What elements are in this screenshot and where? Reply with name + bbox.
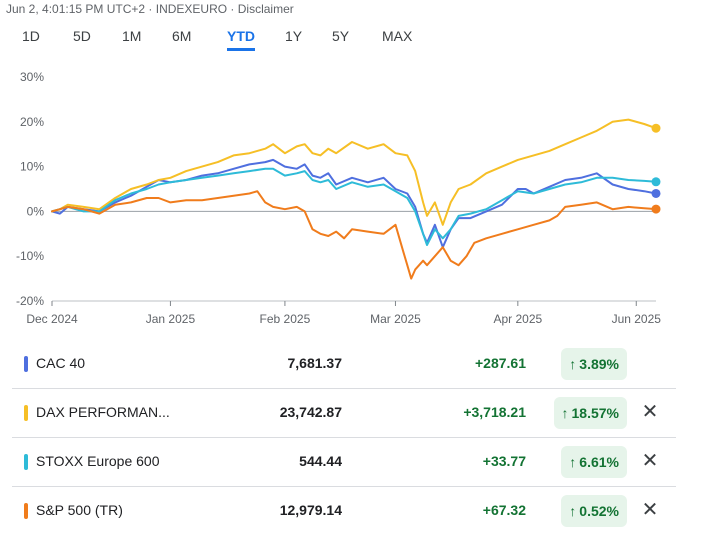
tab-max[interactable]: MAX: [382, 28, 413, 44]
y-tick-label: 20%: [20, 115, 44, 129]
tab-5y[interactable]: 5Y: [332, 28, 350, 44]
series-line: [51, 167, 657, 246]
series-color-swatch: [24, 356, 28, 372]
arrow-up-icon: ↑: [569, 503, 577, 519]
series-end-point: [651, 188, 661, 198]
quote-timestamp-disclaimer: Jun 2, 4:01:15 PM UTC+2 · INDEXEURO · Di…: [6, 2, 294, 16]
index-value: 544.44: [299, 453, 342, 469]
close-icon: ✕: [641, 401, 659, 423]
index-name: DAX PERFORMAN...: [36, 404, 170, 420]
series-end-point: [651, 123, 661, 133]
x-tick-label: Jun 2025: [612, 312, 662, 326]
percent-change-badge: ↑ 6.61%: [561, 446, 627, 478]
percent-change-value: 6.61%: [579, 454, 619, 470]
index-change: +67.32: [482, 502, 526, 518]
series-color-swatch: [24, 503, 28, 519]
remove-comparison-button[interactable]: ✕: [640, 499, 660, 521]
list-item-sp500tr[interactable]: S&P 500 (TR) 12,979.14 +67.32 ↑ 0.52% ✕: [12, 487, 676, 535]
x-tick-label: Dec 2024: [26, 312, 78, 326]
tab-6m[interactable]: 6M: [172, 28, 192, 44]
index-value: 12,979.14: [279, 502, 342, 518]
y-tick-label: 30%: [20, 70, 44, 84]
series-line: [51, 190, 657, 280]
index-change: +3,718.21: [463, 404, 526, 420]
percent-change-value: 18.57%: [571, 405, 619, 421]
tab-5d[interactable]: 5D: [73, 28, 91, 44]
series-end-point: [651, 204, 661, 214]
index-change: +287.61: [475, 355, 526, 371]
x-tick-label: Jan 2025: [146, 312, 196, 326]
index-change: +33.77: [482, 453, 526, 469]
tab-ytd[interactable]: YTD: [227, 28, 255, 51]
performance-chart[interactable]: 30% 20% 10% 0% -10% -20% Dec 2024 Jan 2025 Feb 2…: [0, 60, 701, 338]
arrow-up-icon: ↑: [569, 454, 577, 470]
tab-1m[interactable]: 1M: [122, 28, 142, 44]
index-value: 23,742.87: [279, 404, 342, 420]
percent-change-badge: ↑ 3.89%: [561, 348, 627, 380]
x-tick-label: Feb 2025: [260, 312, 311, 326]
series-color-swatch: [24, 405, 28, 421]
series-line: [51, 118, 657, 226]
arrow-up-icon: ↑: [569, 356, 577, 372]
percent-change-badge: ↑ 18.57%: [553, 397, 627, 429]
tab-1y[interactable]: 1Y: [285, 28, 303, 44]
range-tabs: 1D 5D 1M 6M YTD 1Y 5Y MAX: [0, 28, 701, 52]
percent-change-value: 3.89%: [579, 356, 619, 372]
y-tick-label: 0%: [27, 204, 45, 218]
close-icon: ✕: [641, 450, 659, 472]
remove-comparison-button[interactable]: ✕: [640, 401, 660, 423]
index-value: 7,681.37: [287, 355, 343, 371]
index-name: STOXX Europe 600: [36, 453, 160, 469]
close-icon: ✕: [641, 499, 659, 521]
x-tick-label: Mar 2025: [370, 312, 421, 326]
index-name: CAC 40: [36, 355, 86, 371]
percent-change-value: 0.52%: [579, 503, 619, 519]
index-name: S&P 500 (TR): [36, 502, 123, 518]
series-line: [51, 158, 657, 249]
series-color-swatch: [24, 454, 28, 470]
y-tick-label: 10%: [20, 160, 44, 174]
percent-change-badge: ↑ 0.52%: [561, 495, 627, 527]
list-item-cac40[interactable]: CAC 40 7,681.37 +287.61 ↑ 3.89%: [12, 340, 676, 389]
list-item-dax[interactable]: DAX PERFORMAN... 23,742.87 +3,718.21 ↑ 18…: [12, 389, 676, 438]
remove-comparison-button[interactable]: ✕: [640, 450, 660, 472]
y-tick-label: -10%: [16, 249, 44, 263]
x-tick-label: Apr 2025: [493, 312, 542, 326]
list-item-stoxx600[interactable]: STOXX Europe 600 544.44 +33.77 ↑ 6.61% ✕: [12, 438, 676, 487]
tab-1d[interactable]: 1D: [22, 28, 40, 44]
arrow-up-icon: ↑: [561, 405, 569, 421]
series-end-point: [651, 177, 661, 187]
y-tick-label: -20%: [16, 294, 44, 308]
